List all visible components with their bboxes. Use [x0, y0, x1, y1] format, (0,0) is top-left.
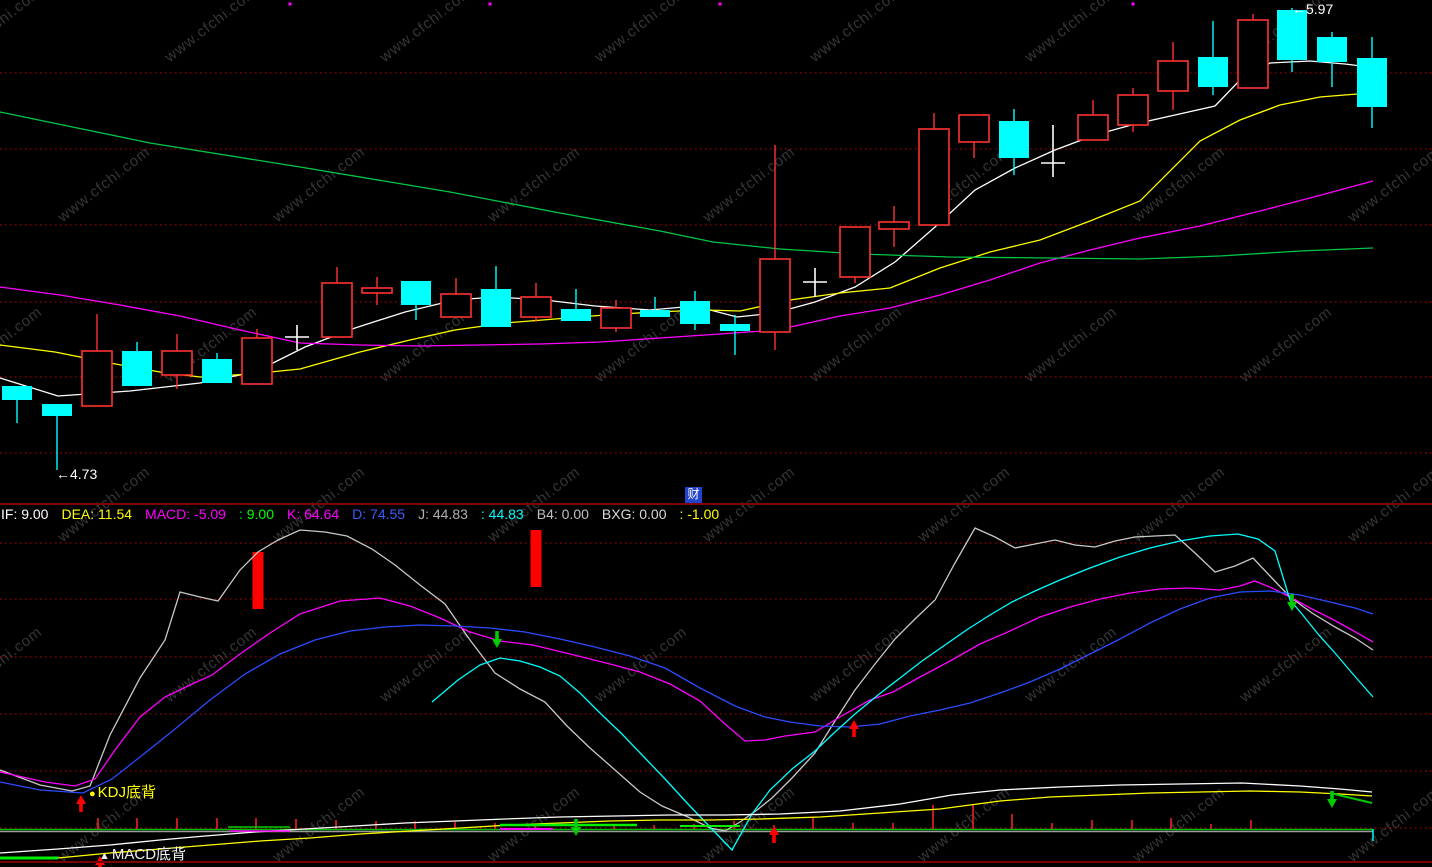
indicator-token: J: 44.83	[418, 506, 468, 522]
candle[interactable]	[241, 337, 273, 385]
macd-divergence-label: ▲ MACD底背	[99, 843, 186, 864]
candle[interactable]	[1117, 94, 1149, 126]
candle[interactable]	[1157, 60, 1189, 92]
candle[interactable]	[81, 350, 113, 407]
candle[interactable]	[1317, 37, 1347, 62]
triangle-icon: ▲	[99, 850, 110, 862]
indicator-token: MACD: -5.09	[145, 506, 226, 522]
candle[interactable]	[999, 121, 1029, 158]
d-line-blue	[0, 590, 1374, 794]
indicator-token: K: 64.64	[286, 506, 340, 522]
high-price-label: ←5.97	[1292, 1, 1334, 17]
candle[interactable]	[1077, 114, 1109, 141]
candle[interactable]	[958, 114, 990, 143]
indicator-token: : -1.00	[679, 506, 720, 522]
candle[interactable]	[878, 221, 910, 230]
candle[interactable]	[122, 351, 152, 386]
candle[interactable]	[600, 307, 632, 329]
candle[interactable]	[161, 350, 193, 376]
indicator-token: D: 74.55	[352, 506, 406, 522]
k-line-magenta	[0, 580, 1374, 787]
candle[interactable]	[321, 282, 353, 338]
buy-arrow-icon	[769, 826, 779, 843]
sell-arrow-icon	[492, 631, 502, 648]
bottom-border	[0, 861, 1432, 863]
j-line-gray	[0, 527, 1374, 832]
candle[interactable]	[759, 258, 791, 333]
indicator-token: : 44.83	[480, 506, 524, 522]
candle[interactable]	[520, 296, 552, 318]
candle[interactable]	[2, 386, 32, 400]
candle[interactable]	[42, 404, 72, 416]
histogram-bar	[530, 530, 542, 587]
indicator-token: IF: 9.00	[1, 506, 49, 522]
indicator-token: DEA: 11.54	[61, 506, 133, 522]
ma-mid-yellow	[0, 93, 1375, 378]
candle[interactable]	[561, 309, 591, 321]
histogram-bar	[252, 552, 264, 609]
sell-arrow-icon	[1327, 791, 1337, 808]
candle[interactable]	[481, 289, 511, 327]
candle[interactable]	[361, 287, 393, 294]
candle[interactable]	[1198, 57, 1228, 87]
indicator-token: BXG: 0.00	[601, 506, 667, 522]
dif-line-white	[0, 782, 1373, 854]
indicator-token: B4: 0.00	[536, 506, 589, 522]
candle[interactable]	[401, 281, 431, 305]
low-price-label: ←4.73	[56, 466, 98, 482]
candle[interactable]	[720, 324, 750, 331]
buy-arrow-icon	[76, 795, 86, 812]
candle[interactable]	[918, 128, 950, 226]
candle[interactable]	[1357, 58, 1387, 107]
candle[interactable]	[640, 310, 670, 317]
announcement-badge[interactable]: 财	[685, 487, 702, 503]
ma-short-white	[0, 60, 1378, 397]
candle[interactable]	[1277, 10, 1307, 60]
kdj-divergence-text: KDJ底背	[97, 784, 156, 801]
candle[interactable]	[202, 359, 232, 383]
candle[interactable]	[680, 301, 710, 324]
sell-arrow-icon	[571, 819, 581, 836]
kdj-divergence-label: ● KDJ底背	[89, 781, 156, 802]
ma-verylong-green	[0, 111, 1374, 260]
candle[interactable]	[440, 293, 472, 318]
sell-arrow-icon	[1287, 594, 1297, 611]
j2-line-cyan	[431, 533, 1374, 852]
ma-long-magenta	[0, 180, 1374, 347]
indicator-values-bar: IF: 9.00 DEA: 11.54 MACD: -5.09 : 9.00 K: 64…	[1, 505, 719, 523]
top-dot	[288, 2, 292, 6]
macd-divergence-text: MACD底背	[111, 846, 187, 863]
indicator-token: : 9.00	[238, 506, 274, 522]
dea-line-yellow	[57, 790, 1373, 859]
top-dot	[1131, 2, 1135, 6]
candle[interactable]	[1237, 19, 1269, 89]
panel-divider	[0, 503, 1432, 505]
candle[interactable]	[839, 226, 871, 278]
top-dot	[718, 2, 722, 6]
buy-arrow-icon	[849, 720, 859, 737]
top-dot	[488, 2, 492, 6]
axis-segment	[1329, 792, 1373, 804]
dot-icon: ●	[89, 788, 96, 800]
